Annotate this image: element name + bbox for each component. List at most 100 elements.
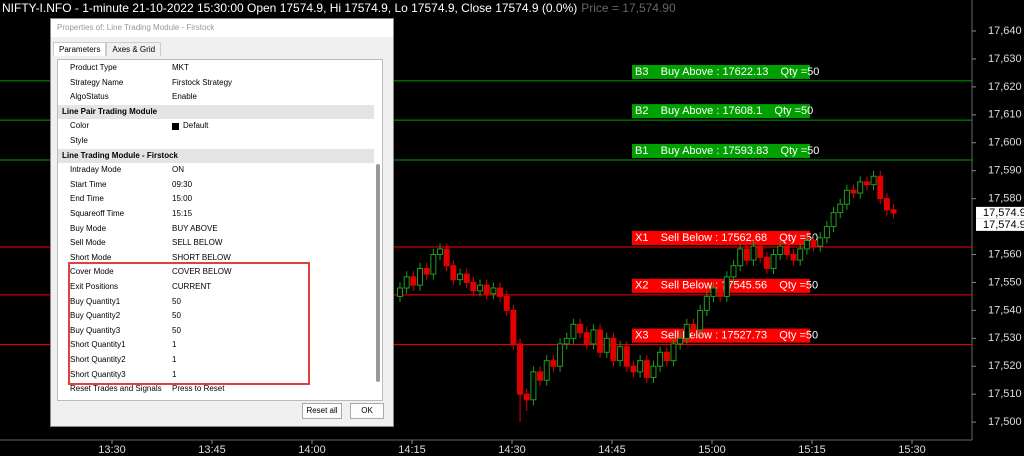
property-row[interactable]: Buy Mode BUY ABOVE — [58, 222, 374, 237]
candle-body — [817, 237, 824, 247]
property-row[interactable]: AlgoStatus Enable — [58, 90, 374, 105]
candle-body — [677, 337, 684, 345]
x-tick-label: 15:15 — [798, 444, 826, 456]
candle-body — [510, 309, 517, 345]
property-row[interactable]: Short Quantity1 1 — [58, 338, 374, 353]
y-tick-label: 17,640 — [988, 25, 1022, 37]
candle-body — [823, 226, 830, 239]
property-row[interactable]: Buy Quantity3 50 — [58, 324, 374, 339]
property-value: Firstock Strategy — [172, 77, 233, 87]
property-row[interactable]: Style — [58, 134, 374, 149]
candle-body — [750, 245, 757, 261]
property-value: 50 — [172, 296, 181, 306]
property-value: Enable — [172, 92, 197, 102]
y-tick-label: 17,580 — [988, 193, 1022, 205]
candle-body — [577, 323, 584, 334]
property-row[interactable]: Start Time 09:30 — [58, 178, 374, 193]
y-tick-label: 17,550 — [988, 276, 1022, 288]
candle-body — [477, 284, 484, 292]
candle-body — [530, 371, 537, 401]
candle-body — [503, 295, 510, 311]
properties-dialog: Properties of: Line Trading Module - Fir… — [50, 18, 394, 427]
candle-body — [830, 212, 837, 228]
candle-body — [850, 189, 857, 194]
candle-body — [523, 393, 530, 401]
price-label-bg — [976, 206, 1024, 219]
property-row[interactable]: Squareoff Time 15:15 — [58, 207, 374, 222]
property-value: 50 — [172, 325, 181, 335]
section-row[interactable]: Line Trading Module - Firstock — [58, 148, 374, 164]
property-value: 1 — [172, 369, 177, 379]
candle-body — [583, 332, 590, 345]
candle-body — [870, 175, 877, 186]
candle-body — [843, 189, 850, 205]
property-row[interactable]: Strategy Name Firstock Strategy — [58, 76, 374, 91]
section-title: Line Pair Trading Module — [62, 106, 158, 116]
y-tick-label: 17,530 — [988, 332, 1022, 344]
property-row[interactable]: Color Default — [58, 119, 374, 134]
level-label-bg — [632, 231, 810, 246]
x-tick-label: 13:45 — [198, 444, 226, 456]
level-label: B3 Buy Above : 17622.13 Qty =50 — [635, 66, 819, 78]
property-row[interactable]: Product Type MKT — [58, 61, 374, 76]
property-row[interactable]: Buy Quantity2 50 — [58, 309, 374, 324]
property-value: 15:00 — [172, 194, 193, 204]
candle-body — [617, 346, 624, 362]
candle-body — [857, 181, 864, 194]
candle-body — [497, 287, 504, 297]
property-row[interactable]: Reset Trades and Signals Press to Reset — [58, 382, 374, 397]
property-name: Squareoff Time — [70, 209, 125, 218]
property-name: Strategy Name — [70, 77, 124, 87]
y-tick-label: 17,540 — [988, 304, 1022, 316]
property-value: 1 — [172, 355, 177, 364]
level-label-bg — [632, 143, 810, 158]
level-label: X1 Sell Below : 17562.68 Qty =50 — [635, 232, 818, 244]
candle-body — [490, 287, 497, 295]
property-value: Press to Reset — [172, 384, 225, 394]
candle-body — [657, 351, 664, 367]
candle-body — [557, 343, 564, 367]
level-label: B1 Buy Above : 17593.83 Qty =50 — [635, 145, 819, 157]
y-tick-label: 17,560 — [988, 248, 1022, 260]
candle-body — [630, 365, 637, 373]
property-row[interactable]: Buy Quantity1 50 — [58, 295, 374, 310]
property-value: ON — [172, 165, 184, 175]
candle-body — [537, 371, 544, 381]
property-row[interactable]: Sell Mode SELL BELOW — [58, 236, 374, 251]
section-row[interactable]: Line Pair Trading Module — [58, 104, 374, 120]
property-row[interactable]: Short Mode SHORT BELOW — [58, 251, 374, 266]
price-label: 17,574.9 — [983, 219, 1024, 231]
property-row[interactable]: Exit Positions CURRENT — [58, 280, 374, 295]
candle-body — [877, 175, 884, 200]
candle-body — [550, 360, 557, 367]
candle-body — [470, 281, 477, 292]
candle-body — [837, 203, 844, 214]
tab[interactable]: Axes & Grid — [106, 42, 162, 56]
ok-button[interactable]: OK — [350, 403, 384, 419]
property-row[interactable]: Short Quantity3 1 — [58, 368, 374, 383]
candle-body — [737, 248, 744, 267]
property-row[interactable]: Short Quantity2 1 — [58, 353, 374, 368]
property-name: Sell Mode — [70, 238, 106, 248]
property-value: MKT — [172, 63, 189, 72]
price-info: Price = 17,574.90 — [581, 1, 676, 15]
candle-body — [463, 273, 470, 283]
candle-body — [483, 284, 490, 295]
property-row[interactable]: End Time 15:00 — [58, 192, 374, 207]
y-tick-label: 17,510 — [988, 388, 1022, 400]
scrollbar[interactable] — [376, 164, 380, 382]
reset-all-button[interactable]: Reset all — [302, 403, 342, 419]
x-tick-label: 14:30 — [498, 444, 526, 456]
dialog-title: Properties of: Line Trading Module - Fir… — [51, 19, 393, 37]
property-row[interactable]: Intraday Mode ON — [58, 163, 374, 178]
y-tick-label: 17,500 — [988, 416, 1022, 428]
candle-body — [790, 254, 797, 261]
property-row[interactable]: Cover Mode COVER BELOW — [58, 265, 374, 280]
property-value: 09:30 — [172, 179, 193, 189]
candle-body — [563, 337, 570, 345]
candle-body — [437, 248, 444, 256]
candle-body — [683, 323, 690, 339]
property-value: CURRENT — [172, 282, 212, 291]
candle-body — [883, 198, 890, 211]
tab[interactable]: Parameters — [53, 42, 107, 56]
